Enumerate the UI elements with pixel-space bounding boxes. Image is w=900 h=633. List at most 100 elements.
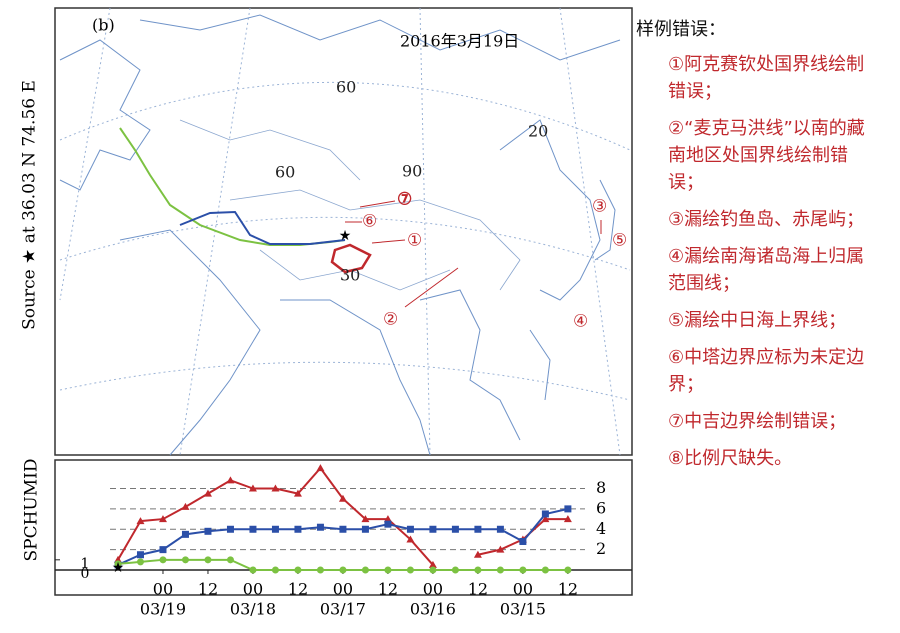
marker: [204, 556, 212, 564]
marker: [204, 527, 212, 535]
marker: [429, 525, 437, 533]
y-tick-label: 1: [81, 556, 90, 572]
marker: [474, 525, 482, 533]
error-marker: ⑦: [397, 190, 412, 210]
marker: [451, 525, 459, 533]
marker: [383, 515, 392, 523]
marker: [496, 545, 505, 553]
marker: [564, 505, 572, 513]
marker: [159, 546, 167, 554]
marker: [316, 464, 325, 472]
marker: [519, 537, 527, 545]
grid-label: 60: [336, 78, 356, 97]
error-marker: ⑤: [612, 231, 627, 251]
note-item: ⑦中吉边界绘制错误；: [668, 411, 847, 432]
x-tick-label: 00: [243, 580, 263, 599]
y2-tick-label: 2: [596, 539, 606, 558]
x-tick-label: 12: [288, 580, 308, 599]
x-tick-label: 00: [423, 580, 443, 599]
marker: [429, 566, 437, 574]
error-marker: ③: [592, 197, 607, 217]
y2-tick-label: 8: [596, 478, 606, 497]
marker: [226, 476, 235, 484]
y-tick-label: 0: [81, 566, 90, 582]
arrow: [371, 239, 406, 244]
x-tick-label: 12: [378, 580, 398, 599]
marker: [203, 489, 212, 497]
x-tick-label: 00: [513, 580, 533, 599]
marker: [249, 566, 257, 574]
marker: [541, 566, 549, 574]
grid-label: 90: [402, 162, 422, 181]
marker: [541, 510, 549, 518]
marker: [226, 556, 234, 564]
grid-label: 30: [340, 266, 360, 285]
source-label: Source ★ at 36.03 N 74.56 E: [20, 80, 40, 330]
date-label: 03/18: [230, 600, 276, 619]
marker: [406, 525, 414, 533]
marker: [293, 489, 302, 497]
map-date: 2016年3月19日: [400, 32, 519, 51]
marker: [114, 560, 122, 568]
note-item: ⑤漏绘中日海上界线；: [668, 310, 847, 331]
trajectory-red: [330, 243, 372, 274]
arrow: [404, 267, 459, 308]
marker: [473, 550, 482, 558]
date-label: 03/15: [500, 600, 546, 619]
marker: [136, 517, 145, 525]
marker: [158, 515, 167, 523]
coastlines: [59, 14, 621, 456]
note-item: ②“麦克马洪线”以南的藏南地区处国界线绘制错误；: [668, 118, 865, 193]
date-label: 03/17: [320, 600, 366, 619]
error-marker: ②: [383, 310, 398, 330]
marker: [496, 525, 504, 533]
marker: [541, 515, 550, 523]
marker: [496, 566, 504, 574]
marker: [181, 530, 189, 538]
marker: [338, 494, 347, 502]
marker: [406, 535, 415, 543]
marker: [406, 566, 414, 574]
marker: [451, 566, 459, 574]
note-item: ①阿克赛钦处国界线绘制错误；: [668, 54, 865, 102]
notes: 样例错误： ①阿克赛钦处国界线绘制错误； ②“麦克马洪线”以南的藏南地区处国界线绘制…: [636, 16, 886, 482]
note-item: ④漏绘南海诸岛海上归属范围线；: [668, 246, 865, 294]
notes-title: 样例错误：: [636, 19, 726, 40]
start-star: ★: [112, 560, 125, 576]
arrow: [359, 200, 396, 208]
marker: [361, 525, 369, 533]
marker: [428, 560, 437, 568]
marker: [564, 566, 572, 574]
marker: [181, 556, 189, 564]
marker: [316, 523, 324, 531]
marker: [474, 566, 482, 574]
note-item: ⑧比例尺缺失。: [668, 448, 793, 469]
date-label: 03/16: [410, 600, 456, 619]
marker: [249, 525, 257, 533]
grid-label: 20: [528, 122, 548, 141]
marker: [159, 556, 167, 564]
marker: [294, 525, 302, 533]
marker: [271, 566, 279, 574]
figure: ★ (b) 2016年3月19日 Source ★ at 36.03 N 74.…: [20, 7, 633, 619]
marker: [563, 515, 572, 523]
x-tick-label: 12: [198, 580, 218, 599]
source-star: ★: [339, 228, 352, 244]
x-tick-label: 12: [468, 580, 488, 599]
panel-label: (b): [92, 16, 115, 35]
chart-frame: [54, 459, 633, 596]
note-item: ③漏绘钓鱼岛、赤尾屿；: [668, 209, 865, 230]
grid-labels: 60 20 90 60 30: [275, 78, 548, 285]
marker: [181, 502, 190, 510]
marker: [136, 551, 144, 559]
marker: [316, 566, 324, 574]
y2-tick-label: 6: [596, 498, 606, 517]
marker: [226, 525, 234, 533]
trajectory-blue: [179, 210, 346, 245]
marker: [361, 566, 369, 574]
marker: [339, 566, 347, 574]
note-item: ⑥中塔边界应标为未定边界；: [668, 347, 865, 395]
error-markers: ① ② ③ ④ ⑤ ⑥ ⑦: [345, 190, 627, 332]
